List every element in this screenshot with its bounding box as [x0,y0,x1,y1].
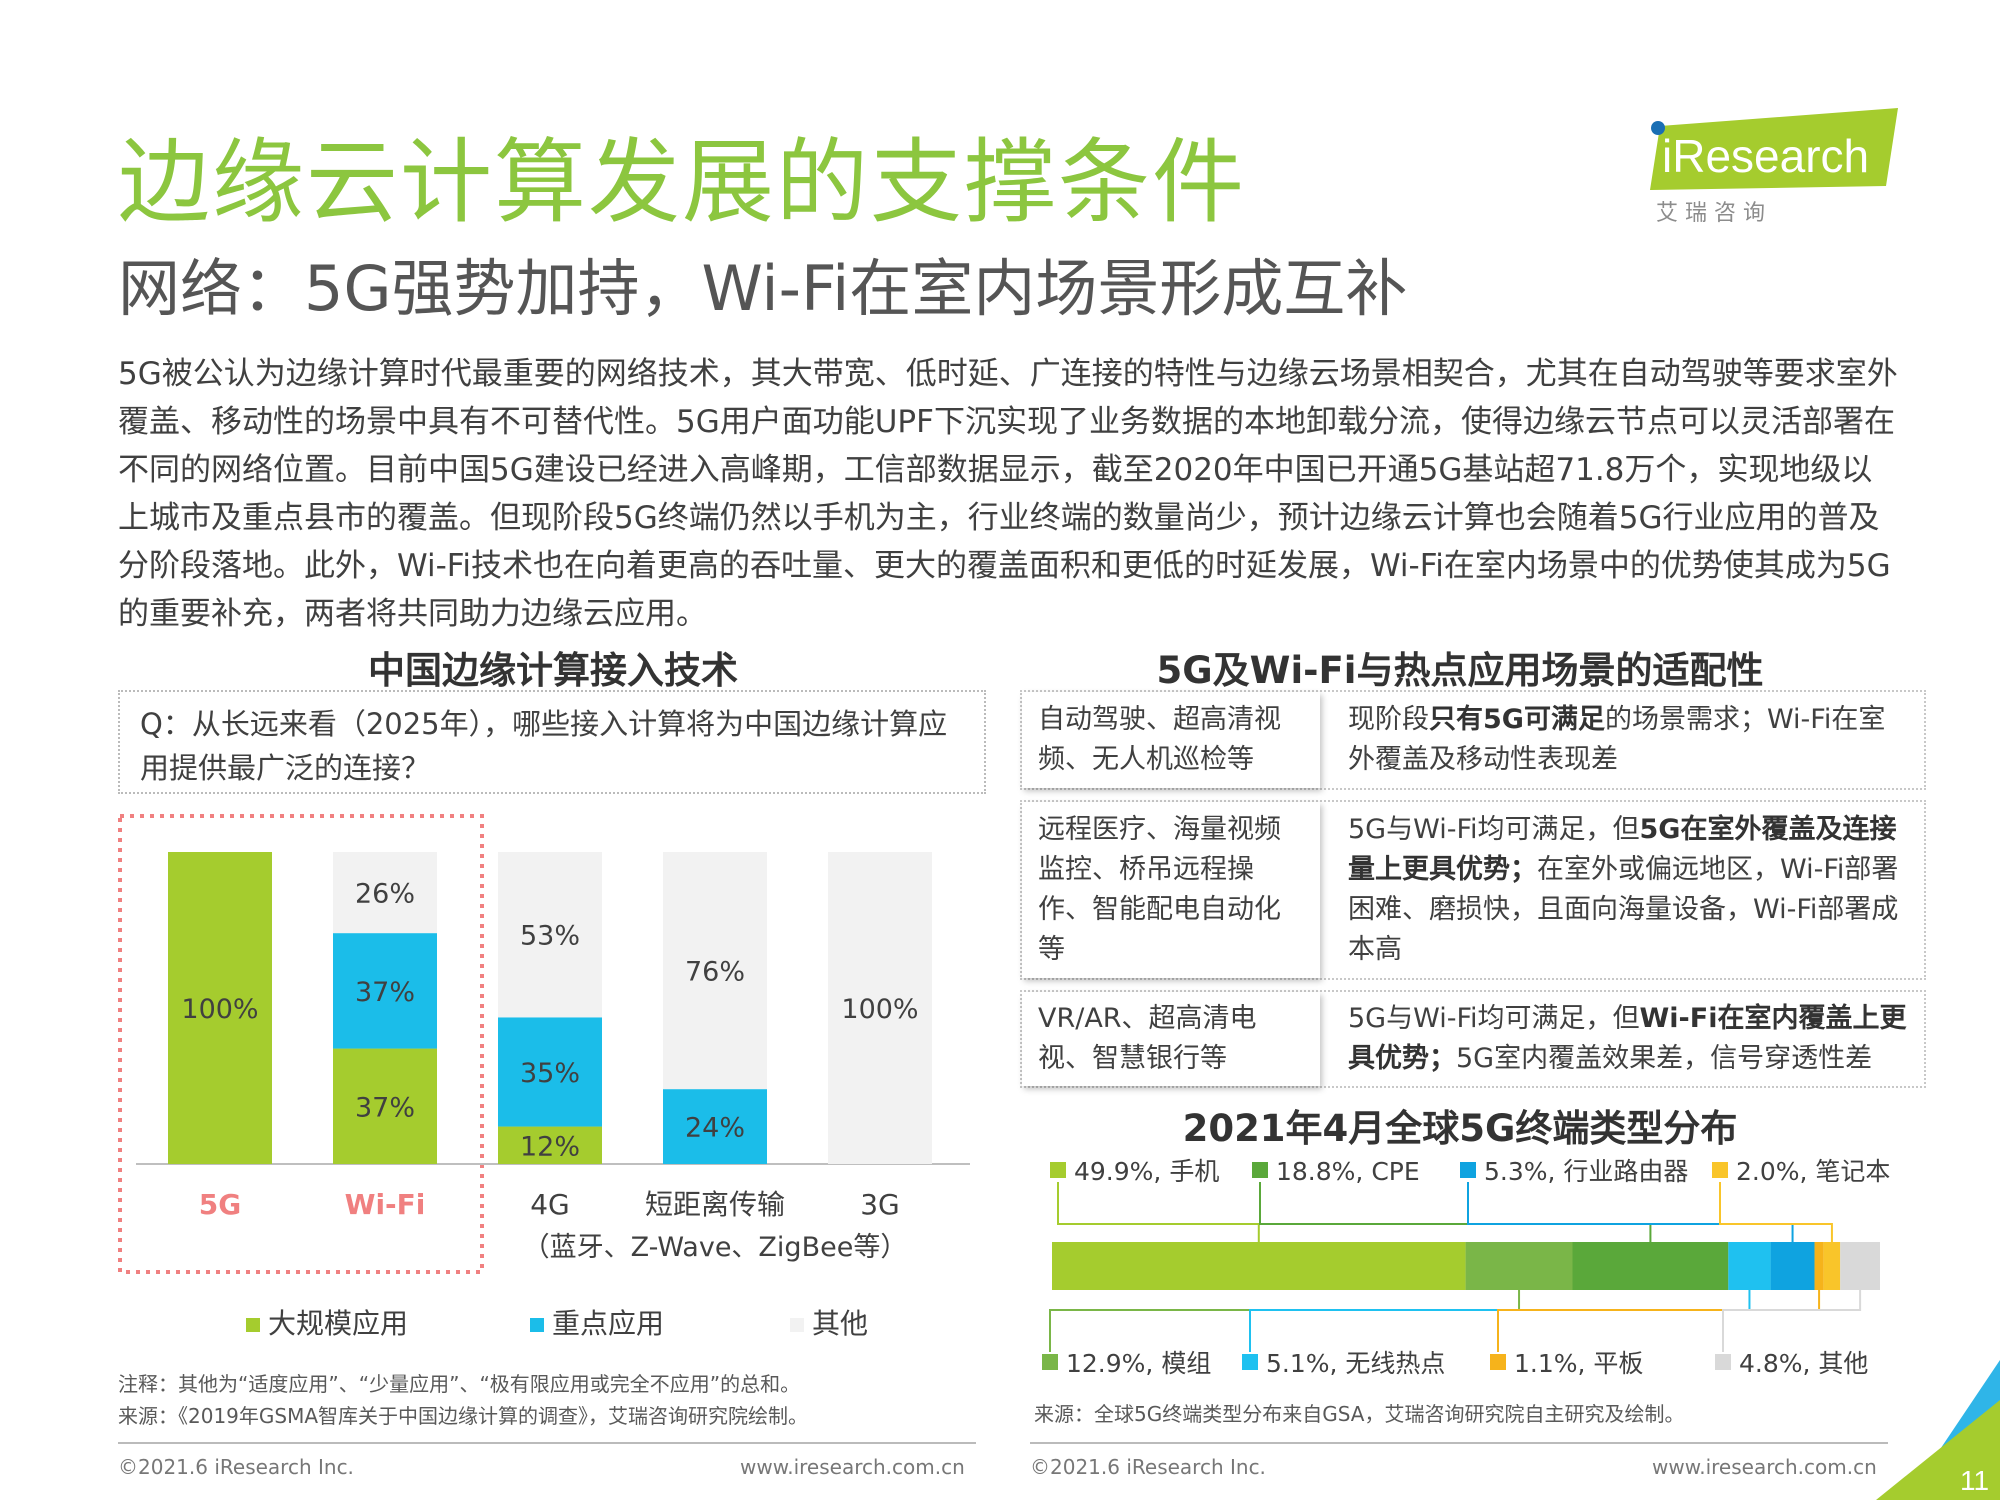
callout-label: 4.8%, 其他 [1739,1349,1868,1378]
callout-swatch [1460,1162,1476,1178]
terminal-segment [1823,1242,1841,1290]
footer-divider [1030,1442,1888,1444]
callout-leader [1497,1290,1821,1352]
bar-segment [498,1017,602,1127]
callout-leader [1057,1182,1260,1242]
bar-segment [828,852,932,1164]
scenario-name: 自动驾驶、超高清视频、无人机巡检等 [1022,692,1320,788]
callout-leader [1049,1290,1521,1352]
logo-brand-text: iResearch [1662,130,1869,182]
footer-url: www.iresearch.com.cn [1652,1455,1877,1479]
footer-copyright: ©2021.6 iResearch Inc. [1030,1455,1266,1479]
callout-swatch [1252,1162,1268,1178]
legend-item-large-scale: 大规模应用 [246,1302,408,1342]
terminal-chart-title: 2021年4月全球5G终端类型分布 [1182,1107,1738,1150]
callout-leader [1722,1290,1862,1352]
bar-segment [663,1089,767,1164]
left-section-title: 中国边缘计算接入技术 [368,649,738,692]
bar-segment [498,1126,602,1164]
bar-value-label: 12% [520,1131,580,1162]
page-subtitle: 网络：5G强势加持，Wi-Fi在室内场景形成互补 [118,252,1408,325]
callout-swatch [1715,1354,1731,1370]
scenario-name: 远程医疗、海量视频监控、桥吊远程操作、智能配电自动化等 [1022,802,1320,978]
terminal-segment [1770,1242,1815,1290]
footer-divider [118,1442,976,1444]
terminal-segment [1814,1242,1824,1290]
bar-value-label: 100% [181,994,258,1025]
terminal-segment [1840,1242,1880,1290]
callout-label: 1.1%, 平板 [1514,1349,1643,1378]
callout-swatch [1490,1354,1506,1370]
callout-leader [1719,1182,1833,1242]
access-tech-bar-chart: 100% 5G 37% 37% 26% Wi-Fi 12% 35% 53% 4G 24% 76% 短距离… [118,814,970,1274]
x-tick-label: 4G [530,1188,570,1221]
highlight-frame [118,814,484,1274]
scenario-row: VR/AR、超高清电视、智慧银行等 5G与Wi-Fi均可满足，但Wi-Fi在室内… [1020,990,1926,1088]
footer-url: www.iresearch.com.cn [740,1455,965,1479]
bar-value-label: 37% [355,977,415,1008]
bar-value-label: 35% [520,1058,580,1089]
callout-label: 12.9%, 模组 [1066,1349,1211,1378]
bar-segment [333,852,437,934]
bar-value-label: 24% [685,1113,745,1144]
left-source: 来源：《2019年GSMA智库关于中国边缘计算的调查》，艾瑞咨询研究院绘制。 [118,1404,809,1428]
scenario-desc: 5G与Wi-Fi均可满足，但5G在室外覆盖及连接量上更具优势；在室外或偏远地区，… [1348,814,1899,965]
callout-label: 2.0%, 笔记本 [1736,1157,1890,1186]
bar-segment [498,852,602,1018]
callout-label: 5.1%, 无线热点 [1266,1349,1445,1378]
bar-segment [333,933,437,1049]
bar-segment [663,852,767,1090]
bar-value-label: 53% [520,921,580,952]
legend-item-key: 重点应用 [530,1302,664,1342]
right-source: 来源：全球5G终端类型分布来自GSA，艾瑞咨询研究院自主研究及绘制。 [1034,1402,1685,1426]
page-number: 11 [1960,1465,1989,1496]
terminal-segment [1465,1242,1573,1290]
bar-value-label: 76% [685,957,745,988]
page-corner-decoration: 11 [1876,1360,2000,1500]
left-notes: 注释：其他为“适度应用”、“少量应用”、“极有限应用或完全不应用”的总和。 来源… [118,1368,808,1432]
survey-question: Q：从长远来看（2025年），哪些接入计算将为中国边缘计算应用提供最广泛的连接？ [118,690,986,794]
x-tick-label: 3G [860,1188,900,1221]
bar-chart-legend: 大规模应用 重点应用 其他 [118,1298,988,1342]
logo-cn-text: 艾 瑞 咨 询 [1656,201,1765,226]
bar-segment [333,1048,437,1164]
callout-label: 18.8%, CPE [1276,1157,1420,1186]
callout-leader [1249,1290,1751,1352]
scenario-name: VR/AR、超高清电视、智慧银行等 [1022,992,1320,1086]
legend-item-other: 其他 [790,1302,868,1342]
terminal-segment [1572,1242,1729,1290]
callout-label: 49.9%, 手机 [1074,1157,1219,1186]
x-tick-label: 5G [199,1188,241,1221]
callout-swatch [1042,1354,1058,1370]
terminal-segment [1728,1242,1771,1290]
page-title: 边缘云计算发展的支撑条件 [118,129,1247,236]
right-section-title: 5G及Wi-Fi与热点应用场景的适配性 [1156,649,1764,692]
terminal-distribution-chart: 49.9%, 手机 12.9%, 模组 18.8%, CPE 5.1%, 无线热点 5.… [1042,1157,1890,1378]
scenario-row: 远程医疗、海量视频监控、桥吊远程操作、智能配电自动化等 5G与Wi-Fi均可满足… [1020,800,1926,980]
x-tick-sublabel: （蓝牙、Z-Wave、ZigBee等） [523,1232,908,1263]
callout-swatch [1712,1162,1728,1178]
scenario-row: 自动驾驶、超高清视频、无人机巡检等 现阶段只有5G可满足的场景需求；Wi-Fi在… [1020,690,1926,790]
callout-leader [1467,1182,1794,1242]
terminal-segment [1052,1242,1466,1290]
bar-segment [168,852,272,1164]
intro-paragraph: 5G被公认为边缘计算时代最重要的网络技术，其大带宽、低时延、广连接的特性与边缘云… [118,356,1898,632]
x-tick-label: 短距离传输 [645,1188,785,1221]
callout-label: 5.3%, 行业路由器 [1484,1157,1688,1186]
x-tick-label: Wi-Fi [345,1188,426,1221]
iresearch-logo: iResearch 艾 瑞 咨 询 [1650,108,1898,226]
bar-value-label: 26% [355,879,415,910]
left-note: 注释：其他为“适度应用”、“少量应用”、“极有限应用或完全不应用”的总和。 [118,1372,801,1396]
scenario-desc: 5G与Wi-Fi均可满足，但Wi-Fi在室内覆盖上更具优势；5G室内覆盖效果差，… [1348,1003,1907,1074]
scenario-desc: 现阶段只有5G可满足的场景需求；Wi-Fi在室外覆盖及移动性表现差 [1348,704,1886,775]
footer-copyright: ©2021.6 iResearch Inc. [118,1455,354,1479]
callout-leader [1259,1182,1652,1242]
bar-value-label: 37% [355,1092,415,1123]
bar-value-label: 100% [841,994,918,1025]
callout-swatch [1050,1162,1066,1178]
callout-swatch [1242,1354,1258,1370]
